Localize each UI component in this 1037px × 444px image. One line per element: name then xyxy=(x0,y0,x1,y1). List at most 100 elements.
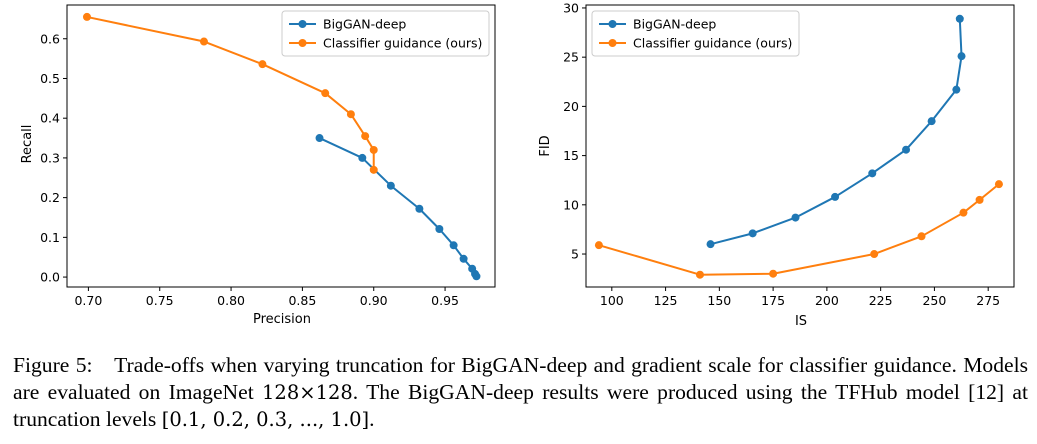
pr-y-tick-label: 0.3 xyxy=(40,150,60,165)
precision-recall-plot-area xyxy=(66,4,496,288)
precision-recall-x-ticks: 0.70 0.75 0.80 0.85 0.90 0.95 xyxy=(74,287,459,308)
isfid-classifier-point xyxy=(870,250,879,259)
isfid-classifier-point xyxy=(695,270,704,279)
pr-x-tick-label: 0.90 xyxy=(360,293,388,308)
precision-recall-y-ticks: 0.0 0.1 0.2 0.3 0.4 0.5 0.6 xyxy=(40,31,67,285)
pr-legend-classifier-label: Classifier guidance (ours) xyxy=(323,36,482,51)
pr-legend-biggan-swatch-marker xyxy=(298,20,307,28)
pr-biggan-point xyxy=(435,225,444,234)
isfid-x-tick-label: 225 xyxy=(869,293,893,308)
pr-y-tick-label: 0.0 xyxy=(40,270,60,285)
isfid-biggan-point xyxy=(927,117,936,126)
isfid-classifier-line xyxy=(598,183,1000,276)
pr-x-tick-label: 0.85 xyxy=(288,293,316,308)
pr-biggan-point xyxy=(459,254,468,263)
isfid-biggan-point xyxy=(748,229,757,238)
isfid-legend-biggan-swatch-marker xyxy=(608,20,617,28)
pr-classifier-point xyxy=(321,89,330,98)
pr-y-tick-label: 0.6 xyxy=(40,31,60,46)
pr-classifier-point xyxy=(258,60,267,69)
pr-classifier-point xyxy=(346,110,355,119)
is-fid-y-ticks: 5 10 15 20 25 30 xyxy=(563,0,586,262)
isfid-x-tick-label: 100 xyxy=(600,293,624,308)
figure-caption: Figure 5: Trade-offs when varying trunca… xyxy=(13,352,1028,433)
isfid-legend-classifier-label: Classifier guidance (ours) xyxy=(633,36,792,51)
isfid-biggan-point xyxy=(952,85,961,94)
fid-axis-label: FID xyxy=(538,135,553,156)
pr-biggan-point xyxy=(358,153,367,162)
pr-classifier-point xyxy=(369,165,378,174)
isfid-biggan-point xyxy=(791,213,800,222)
isfid-classifier-point xyxy=(769,269,778,278)
isfid-x-tick-label: 250 xyxy=(922,293,946,308)
pr-classifier-point xyxy=(199,37,208,46)
isfid-axes-frame xyxy=(585,4,1015,288)
pr-y-tick-label: 0.5 xyxy=(40,71,60,86)
pr-classifier-point xyxy=(369,145,378,154)
isfid-x-tick-label: 200 xyxy=(815,293,839,308)
pr-x-tick-label: 0.75 xyxy=(146,293,174,308)
isfid-classifier-point xyxy=(975,195,984,204)
isfid-legend-box xyxy=(591,10,800,57)
precision-recall-series xyxy=(82,12,481,281)
isfid-biggan-point xyxy=(957,52,966,61)
isfid-legend-classifier-swatch-marker xyxy=(608,39,617,47)
pr-x-tick-label: 0.95 xyxy=(431,293,459,308)
pr-x-tick-label: 0.80 xyxy=(217,293,245,308)
pr-axes-frame xyxy=(66,4,496,288)
pr-biggan-point xyxy=(472,272,481,281)
pr-y-tick-label: 0.1 xyxy=(40,230,60,245)
caption-text-middle: . The BigGAN-deep results were produced … xyxy=(13,380,1028,431)
caption-truncation-levels: [0.1, 0.2, 0.3, ..., 1.0] xyxy=(161,408,370,431)
isfid-biggan-point xyxy=(831,192,840,201)
is-fid-plot-area xyxy=(585,4,1015,288)
isfid-x-tick-label: 125 xyxy=(654,293,678,308)
pr-biggan-line xyxy=(319,137,478,277)
precision-recall-legend: BigGAN-deep Classifier guidance (ours) xyxy=(281,10,490,57)
is-fid-legend: BigGAN-deep Classifier guidance (ours) xyxy=(591,10,800,57)
isfid-classifier-point xyxy=(959,208,968,217)
recall-axis-label: Recall xyxy=(20,125,35,164)
isfid-biggan-point xyxy=(955,14,964,23)
pr-y-tick-label: 0.2 xyxy=(40,190,60,205)
is-axis-label: IS xyxy=(795,314,807,329)
isfid-legend-biggan-label: BigGAN-deep xyxy=(633,17,716,32)
isfid-classifier-point xyxy=(917,232,926,241)
isfid-y-tick-label: 30 xyxy=(563,0,579,15)
pr-biggan-point xyxy=(449,241,458,250)
isfid-x-tick-label: 175 xyxy=(761,293,785,308)
caption-label: Figure 5: xyxy=(13,353,93,377)
pr-classifier-point xyxy=(82,12,91,21)
caption-resolution: 128×128 xyxy=(262,381,353,404)
pr-biggan-point xyxy=(415,204,424,213)
caption-text-after: . xyxy=(369,407,375,431)
caption-text-before: Trade-offs when varying truncation for B… xyxy=(13,353,1029,404)
pr-y-tick-label: 0.4 xyxy=(40,111,60,126)
isfid-y-tick-label: 25 xyxy=(563,50,579,65)
isfid-y-tick-label: 15 xyxy=(563,148,579,163)
isfid-y-tick-label: 10 xyxy=(563,197,579,212)
pr-legend-biggan-label: BigGAN-deep xyxy=(323,17,406,32)
isfid-classifier-point xyxy=(594,241,603,250)
pr-classifier-point xyxy=(361,132,370,141)
pr-biggan-point xyxy=(386,181,395,190)
isfid-biggan-line xyxy=(710,18,963,246)
is-fid-series xyxy=(594,14,1003,279)
is-fid-x-ticks: 100 125 150 175 200 225 250 275 xyxy=(600,287,1000,308)
precision-recall-chart: 0.70 0.75 0.80 0.85 0.90 0.95 0.0 0.1 0.2 0.3 0.4… xyxy=(20,4,496,327)
isfid-x-tick-label: 275 xyxy=(976,293,1000,308)
isfid-y-tick-label: 20 xyxy=(563,99,579,114)
isfid-biggan-point xyxy=(868,169,877,178)
pr-legend-box xyxy=(281,10,490,57)
pr-x-tick-label: 0.70 xyxy=(74,293,102,308)
pr-biggan-point xyxy=(315,134,324,143)
isfid-biggan-point xyxy=(706,240,715,249)
isfid-x-tick-label: 150 xyxy=(707,293,731,308)
isfid-classifier-point xyxy=(994,180,1003,189)
isfid-y-tick-label: 5 xyxy=(571,247,579,262)
precision-axis-label: Precision xyxy=(253,312,311,327)
pr-legend-classifier-swatch-marker xyxy=(298,39,307,47)
isfid-biggan-point xyxy=(902,145,911,154)
